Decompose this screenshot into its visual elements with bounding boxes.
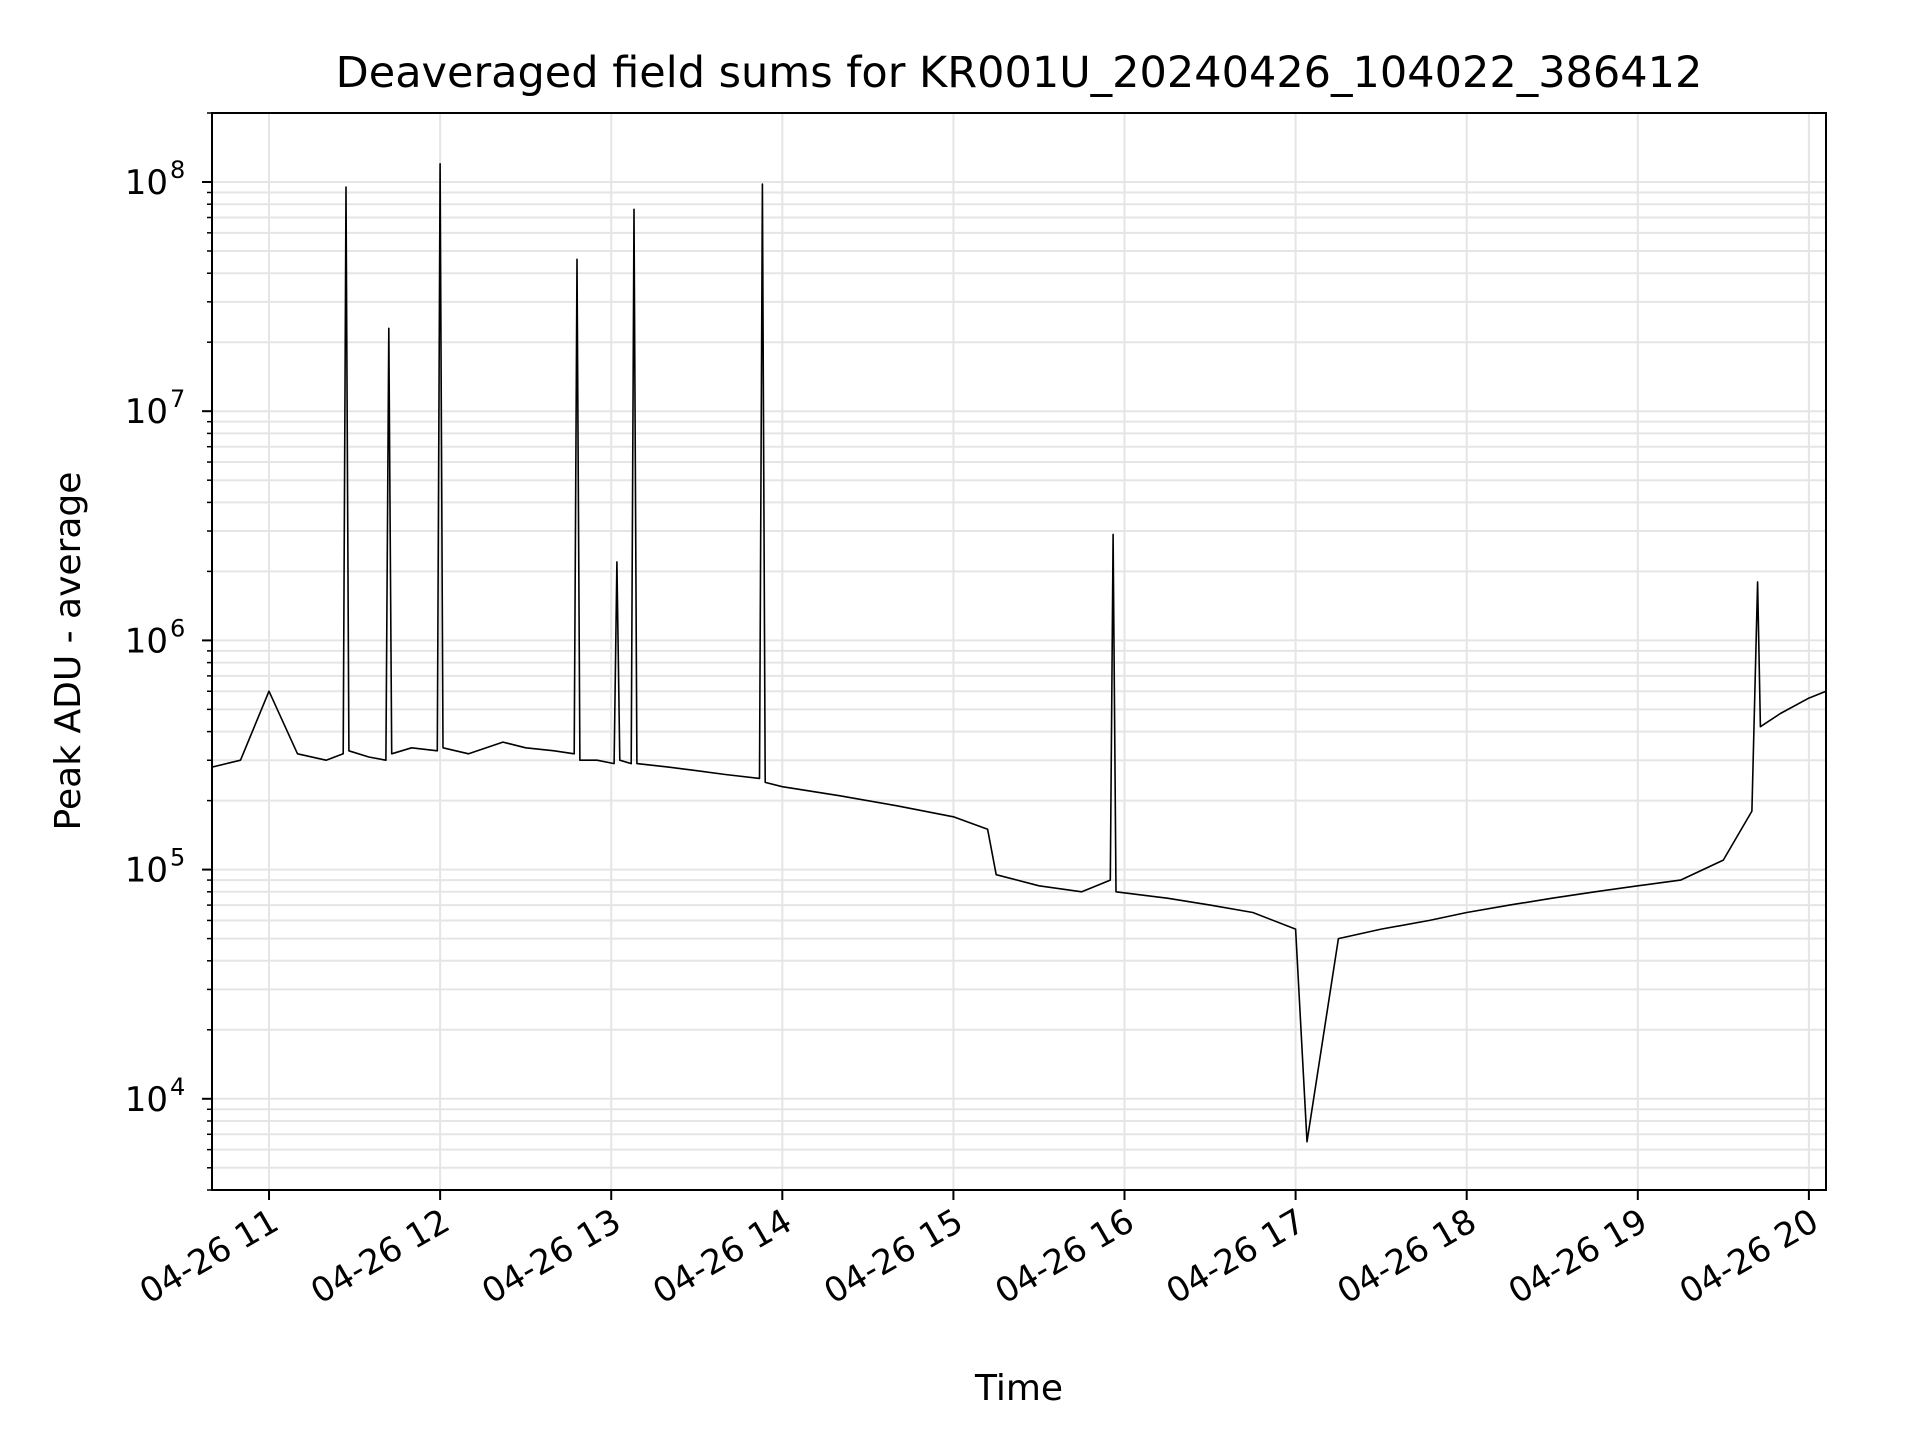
y-tick-label: 10 8 xyxy=(125,156,186,203)
y-tick-label-base: 10 xyxy=(125,851,168,891)
y-tick-label-exponent: 4 xyxy=(170,1073,185,1101)
y-tick-label-base: 10 xyxy=(125,1080,168,1120)
series-line xyxy=(211,163,1827,1143)
y-tick-label-base: 10 xyxy=(125,392,168,432)
series-layer xyxy=(211,163,1827,1143)
y-tick-label: 10 7 xyxy=(125,385,186,432)
y-tick-label-exponent: 5 xyxy=(170,844,185,872)
y-tick-label-base: 10 xyxy=(125,163,168,203)
y-tick-label-exponent: 8 xyxy=(170,156,185,184)
chart-title: Deaveraged field sums for KR001U_2024042… xyxy=(336,48,1703,98)
y-tick-label-base: 10 xyxy=(125,621,168,661)
y-tick-label: 10 4 xyxy=(125,1073,186,1120)
x-axis-label: Time xyxy=(974,1368,1063,1409)
y-tick-label-exponent: 7 xyxy=(170,385,185,413)
y-tick-label: 10 6 xyxy=(125,614,186,661)
y-tick-label: 10 5 xyxy=(125,844,186,891)
y-tick-label-exponent: 6 xyxy=(170,614,185,642)
y-axis-label: Peak ADU - average xyxy=(48,472,89,831)
